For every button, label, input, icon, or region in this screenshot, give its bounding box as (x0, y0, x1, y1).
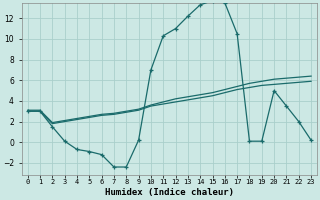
X-axis label: Humidex (Indice chaleur): Humidex (Indice chaleur) (105, 188, 234, 197)
